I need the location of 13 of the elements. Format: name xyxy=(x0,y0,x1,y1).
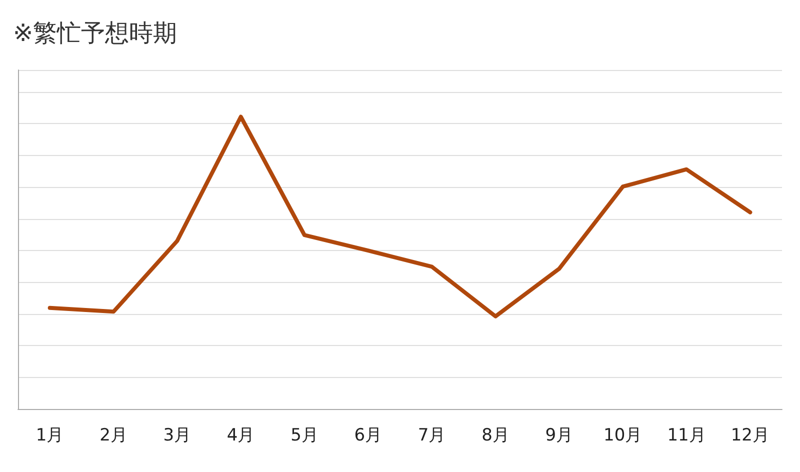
x-tick-label: 3月 xyxy=(163,426,192,446)
x-tick-label: 10月 xyxy=(604,426,642,446)
x-tick-label: 12月 xyxy=(730,426,770,446)
x-tick-label: 6月 xyxy=(354,426,382,446)
x-tick-label: 5月 xyxy=(290,426,318,446)
x-tick-label: 1月 xyxy=(36,426,64,446)
x-tick-label: 2月 xyxy=(100,426,128,446)
x-tick-label: 9月 xyxy=(545,426,574,446)
x-tick-label: 7月 xyxy=(418,426,446,446)
x-tick-label: 4月 xyxy=(226,426,255,446)
chart-title: ※繁忙予想時期 xyxy=(13,19,178,47)
x-tick-label: 8月 xyxy=(482,426,510,446)
x-tick-label: 11月 xyxy=(667,426,706,446)
